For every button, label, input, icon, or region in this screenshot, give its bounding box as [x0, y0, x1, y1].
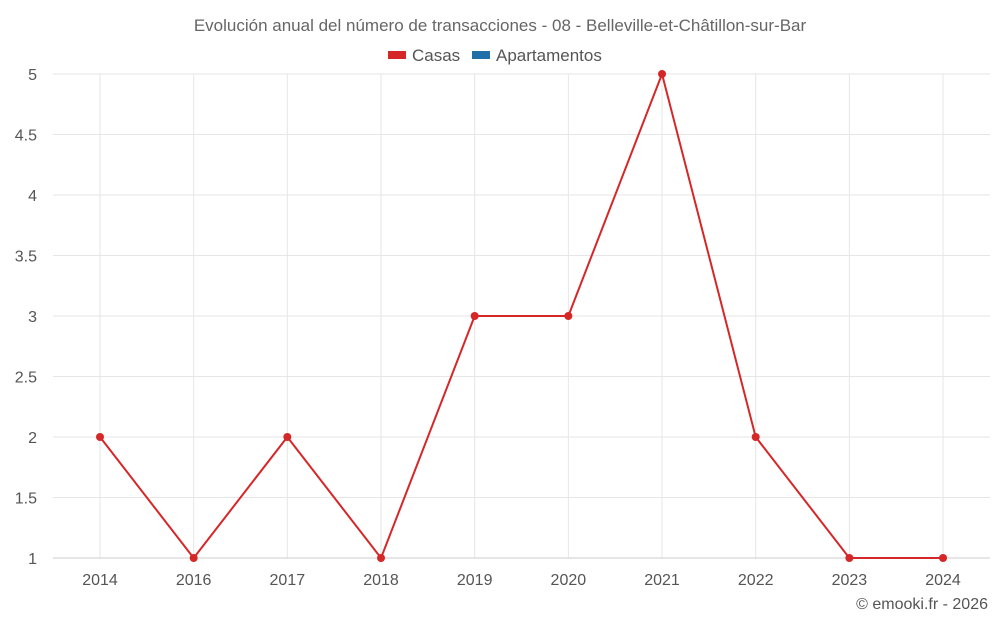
- legend-item-casas[interactable]: Casas: [388, 46, 460, 65]
- x-tick-label: 2018: [363, 572, 399, 589]
- legend-swatch-casas: [388, 51, 406, 59]
- y-tick-label: 1.5: [15, 491, 37, 508]
- x-axis-ticks: 2014 2016 2017 2018 2019 2020 2021 2022 2023 2024: [82, 572, 961, 589]
- y-axis-ticks: 1 1.5 2 2.5 3 3.5 4 4.5 5: [15, 67, 37, 568]
- chart-title: Evolución anual del número de transaccio…: [194, 16, 807, 35]
- data-point[interactable]: [189, 554, 198, 562]
- series-line-casas: [99, 73, 944, 559]
- data-point[interactable]: [658, 70, 667, 78]
- data-point[interactable]: [283, 433, 292, 441]
- x-tick-label: 2016: [176, 572, 212, 589]
- data-point[interactable]: [751, 433, 760, 441]
- data-point[interactable]: [564, 312, 573, 320]
- x-tick-label: 2020: [551, 572, 587, 589]
- y-tick-label: 4: [28, 188, 37, 205]
- credit-text: © emooki.fr - 2026: [856, 596, 988, 613]
- y-tick-label: 1: [28, 551, 37, 568]
- y-tick-label: 2.5: [15, 370, 37, 387]
- data-point[interactable]: [377, 554, 386, 562]
- data-point[interactable]: [845, 554, 854, 562]
- series-casas: [96, 70, 948, 562]
- x-tick-label: 2023: [832, 572, 868, 589]
- y-tick-label: 3.5: [15, 249, 37, 266]
- legend-label-apartamentos: Apartamentos: [496, 46, 602, 65]
- x-tick-label: 2017: [270, 572, 306, 589]
- x-tick-label: 2022: [738, 572, 774, 589]
- legend-item-apartamentos[interactable]: Apartamentos: [472, 46, 602, 65]
- legend-label-casas: Casas: [412, 46, 460, 65]
- x-tick-label: 2021: [644, 572, 680, 589]
- legend: Casas Apartamentos: [388, 46, 602, 65]
- legend-swatch-apartamentos: [472, 51, 490, 59]
- data-point[interactable]: [96, 433, 104, 441]
- x-tick-label: 2014: [82, 572, 118, 589]
- y-tick-label: 2: [28, 430, 37, 447]
- x-tick-label: 2019: [457, 572, 493, 589]
- y-tick-label: 3: [28, 309, 37, 326]
- data-point[interactable]: [470, 312, 479, 320]
- y-tick-label: 5: [28, 67, 37, 84]
- x-tick-label: 2024: [925, 572, 961, 589]
- data-point[interactable]: [939, 554, 948, 562]
- y-tick-label: 4.5: [15, 128, 37, 145]
